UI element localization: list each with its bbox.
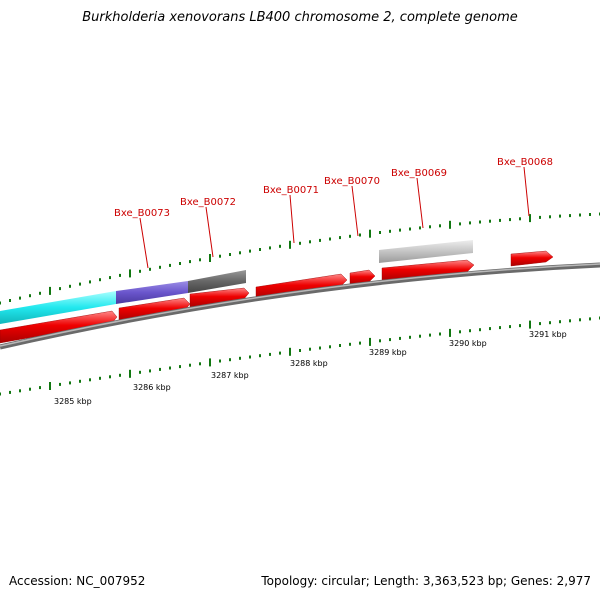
scale-labels: 3285 kbp 3286 kbp 3287 kbp 3288 kbp 3289… [54, 330, 567, 406]
track-segment-lightgray [379, 240, 473, 263]
scale-label: 3287 kbp [211, 371, 249, 380]
gene-leader-line [289, 194, 295, 244]
genome-backbone [0, 262, 600, 350]
scale-label: 3289 kbp [369, 348, 407, 357]
scale-label: 3285 kbp [54, 397, 92, 406]
gene-label[interactable]: Bxe_B0069 [391, 168, 447, 179]
gene-label[interactable]: Bxe_B0071 [263, 185, 319, 196]
genome-backbone-highlight [0, 263, 600, 347]
gene-leader-line [523, 166, 530, 217]
gene-leader-line [205, 206, 214, 258]
outer-tick-marks [0, 212, 600, 305]
gene-leader-line [416, 177, 424, 229]
gene-labels: Bxe_B0073 Bxe_B0072 Bxe_B0071 Bxe_B0070 … [114, 157, 553, 269]
track-segment-purple [116, 281, 188, 304]
scale-label: 3286 kbp [133, 383, 171, 392]
gene-label[interactable]: Bxe_B0073 [114, 208, 170, 219]
scale-ruler [0, 316, 600, 396]
gene-label[interactable]: Bxe_B0072 [180, 197, 236, 208]
gene-leader-line [139, 217, 149, 269]
gene-arrow[interactable] [381, 259, 475, 282]
track-segment-cyan [0, 291, 116, 324]
scale-label: 3291 kbp [529, 330, 567, 339]
genome-summary-text: Topology: circular; Length: 3,363,523 bp… [261, 574, 591, 588]
gene-arrow[interactable] [0, 310, 118, 344]
gene-arrows [0, 250, 554, 344]
gene-label[interactable]: Bxe_B0070 [324, 176, 380, 187]
gene-leader-line [351, 185, 359, 237]
track-segment-darkgray [188, 270, 246, 293]
gene-label[interactable]: Bxe_B0068 [497, 157, 553, 168]
scale-label: 3290 kbp [449, 339, 487, 348]
map-title: Burkholderia xenovorans LB400 chromosome… [82, 10, 518, 25]
gene-arrow[interactable] [510, 250, 554, 267]
feature-track [0, 240, 473, 324]
scale-label: 3288 kbp [290, 359, 328, 368]
accession-text: Accession: NC_007952 [9, 574, 146, 588]
gene-arrow[interactable] [189, 287, 250, 308]
gene-arrow[interactable] [349, 269, 376, 286]
